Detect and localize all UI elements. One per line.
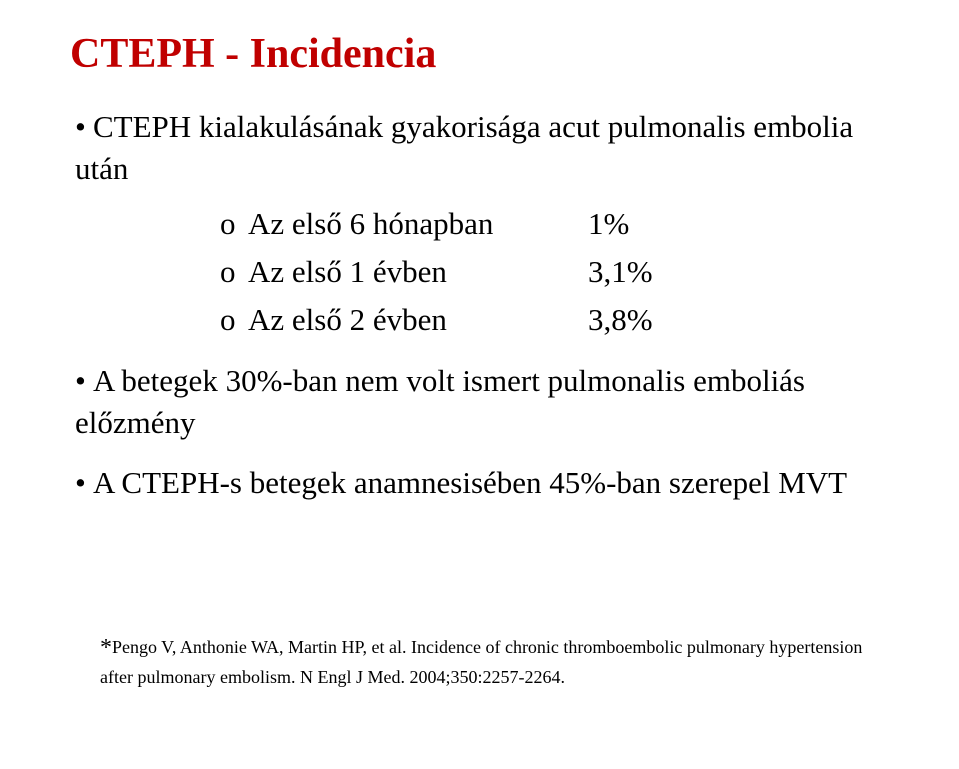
sub-marker: o — [220, 296, 248, 344]
sub-item: o Az első 1 évben 3,1% — [220, 248, 904, 296]
sub-label: Az első 6 hónapban — [248, 200, 588, 248]
sub-value: 1% — [588, 200, 629, 248]
footnote-star: * — [100, 635, 112, 661]
sub-value: 3,8% — [588, 296, 653, 344]
sub-marker: o — [220, 200, 248, 248]
sub-item: o Az első 2 évben 3,8% — [220, 296, 904, 344]
bullet-text: CTEPH kialakulásának gyakorisága acut pu… — [75, 109, 853, 186]
bullet-marker: • — [75, 462, 93, 504]
sub-label: Az első 1 évben — [248, 248, 588, 296]
footnote: *Pengo V, Anthonie WA, Martin HP, et al.… — [100, 632, 899, 689]
bullet-marker: • — [75, 106, 93, 148]
sub-marker: o — [220, 248, 248, 296]
footnote-text: Pengo V, Anthonie WA, Martin HP, et al. … — [100, 637, 862, 686]
bullet-item-2: • A betegek 30%-ban nem volt ismert pulm… — [70, 360, 904, 444]
sub-item: o Az első 6 hónapban 1% — [220, 200, 904, 248]
sub-label: Az első 2 évben — [248, 296, 588, 344]
bullet-text: A CTEPH-s betegek anamnesisében 45%-ban … — [93, 465, 847, 500]
sub-value: 3,1% — [588, 248, 653, 296]
bullet-item-3: • A CTEPH-s betegek anamnesisében 45%-ba… — [70, 462, 904, 504]
bullet-marker: • — [75, 360, 93, 402]
sub-list: o Az első 6 hónapban 1% o Az első 1 évbe… — [220, 200, 904, 344]
slide-title: CTEPH - Incidencia — [70, 30, 904, 78]
bullet-text: A betegek 30%-ban nem volt ismert pulmon… — [75, 363, 805, 440]
bullet-item-1: • CTEPH kialakulásának gyakorisága acut … — [70, 106, 904, 190]
